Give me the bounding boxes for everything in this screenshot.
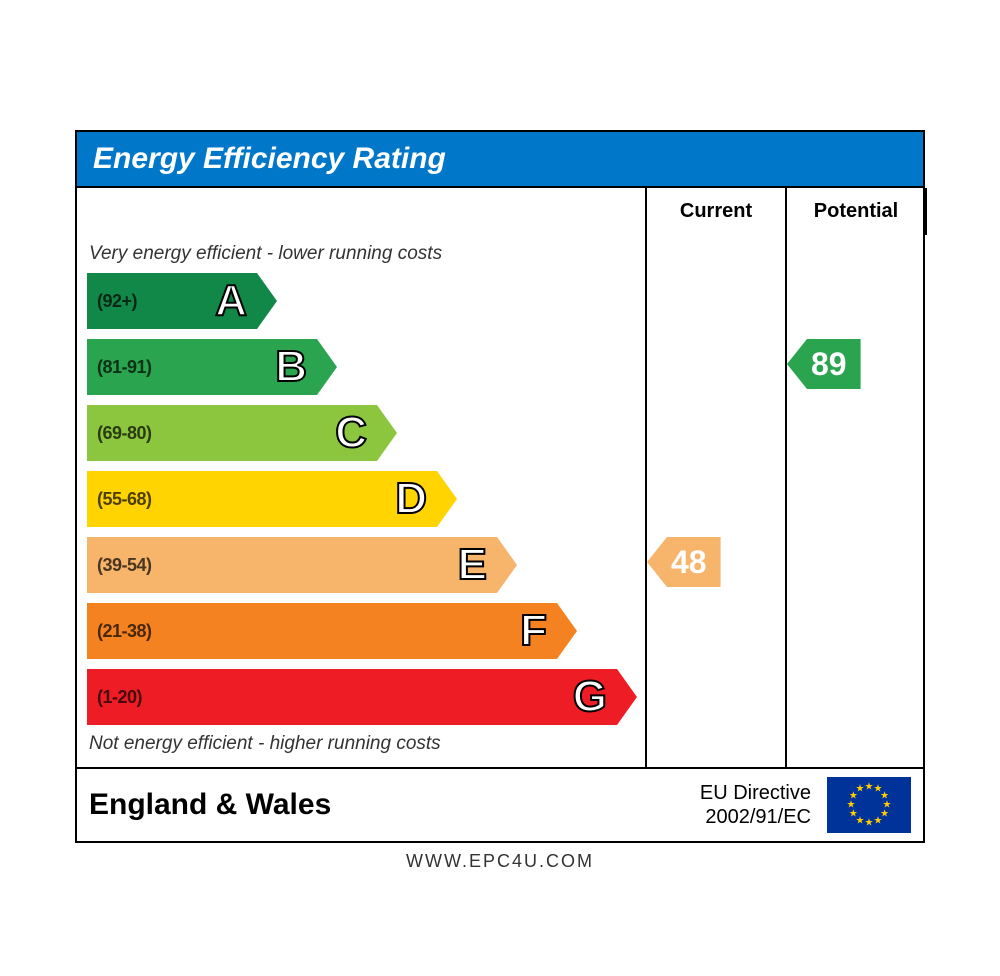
- directive-line1: EU Directive: [700, 782, 811, 804]
- eu-star: ★: [874, 815, 883, 826]
- band-row-e: (39-54) E: [87, 535, 645, 597]
- band-range-d: (55-68): [87, 489, 152, 510]
- band-letter-c: C: [335, 408, 367, 458]
- eu-flag-icon: ★★★★★★★★★★★★: [827, 777, 911, 833]
- band-row-c: (69-80) C: [87, 403, 645, 465]
- band-range-b: (81-91): [87, 357, 152, 378]
- band-bar-g: (1-20) G: [87, 669, 637, 725]
- band-bar-a: (92+) A: [87, 273, 277, 329]
- chart-grid: Current Potential Very energy efficient …: [77, 186, 923, 767]
- potential-column: 89: [787, 235, 927, 767]
- band-range-e: (39-54): [87, 555, 152, 576]
- eu-star: ★: [856, 784, 865, 795]
- band-letter-b: B: [275, 342, 307, 392]
- band-range-g: (1-20): [87, 687, 142, 708]
- header-blank: [77, 188, 647, 235]
- current-column: 48: [647, 235, 787, 767]
- eu-star: ★: [865, 818, 874, 829]
- band-row-f: (21-38) F: [87, 601, 645, 663]
- band-letter-a: A: [215, 276, 247, 326]
- footer: England & Wales EU Directive 2002/91/EC …: [77, 767, 923, 841]
- source-url: WWW.EPC4U.COM: [406, 851, 594, 872]
- header-potential: Potential: [787, 188, 927, 235]
- region-label: England & Wales: [89, 788, 519, 822]
- band-row-d: (55-68) D: [87, 469, 645, 531]
- potential-pointer: 89: [787, 339, 861, 389]
- eu-star: ★: [865, 782, 874, 793]
- bands-column: Very energy efficient - lower running co…: [77, 235, 647, 767]
- current-pointer: 48: [647, 537, 721, 587]
- band-bar-e: (39-54) E: [87, 537, 517, 593]
- header-current: Current: [647, 188, 787, 235]
- band-range-a: (92+): [87, 291, 137, 312]
- band-row-g: (1-20) G: [87, 667, 645, 729]
- band-bar-b: (81-91) B: [87, 339, 337, 395]
- band-letter-d: D: [395, 474, 427, 524]
- top-note: Very energy efficient - lower running co…: [89, 243, 645, 265]
- chart-title: Energy Efficiency Rating: [77, 132, 923, 186]
- band-letter-f: F: [520, 606, 547, 656]
- directive-line2: 2002/91/EC: [705, 806, 811, 828]
- bottom-note: Not energy efficient - higher running co…: [89, 733, 645, 755]
- band-letter-e: E: [458, 540, 487, 590]
- directive-label: EU Directive 2002/91/EC: [529, 781, 811, 829]
- band-bar-c: (69-80) C: [87, 405, 397, 461]
- band-row-a: (92+) A: [87, 271, 645, 333]
- epc-chart: Energy Efficiency Rating Current Potenti…: [75, 130, 925, 843]
- band-bar-d: (55-68) D: [87, 471, 457, 527]
- band-bar-f: (21-38) F: [87, 603, 577, 659]
- band-row-b: (81-91) B: [87, 337, 645, 399]
- band-range-c: (69-80): [87, 423, 152, 444]
- band-range-f: (21-38): [87, 621, 152, 642]
- band-letter-g: G: [573, 672, 607, 722]
